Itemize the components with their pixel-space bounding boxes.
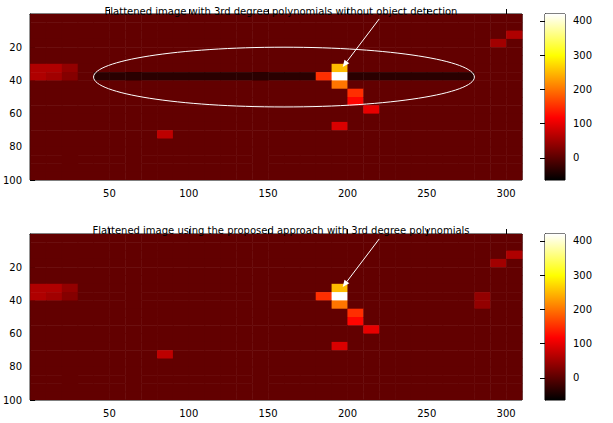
svg-text:0: 0 — [573, 152, 579, 163]
svg-text:20: 20 — [9, 42, 22, 53]
svg-text:150: 150 — [259, 188, 278, 199]
svg-text:100: 100 — [179, 188, 198, 199]
svg-text:100: 100 — [179, 408, 198, 419]
svg-text:60: 60 — [9, 328, 22, 339]
svg-text:150: 150 — [259, 408, 278, 419]
svg-text:100: 100 — [573, 118, 592, 129]
svg-text:60: 60 — [9, 108, 22, 119]
svg-text:200: 200 — [338, 188, 357, 199]
svg-text:40: 40 — [9, 295, 22, 306]
svg-text:300: 300 — [573, 50, 592, 61]
svg-text:0: 0 — [573, 372, 579, 383]
svg-text:50: 50 — [103, 408, 116, 419]
svg-text:Flattened image using the prop: Flattened image using the proposed appro… — [92, 225, 469, 236]
svg-text:80: 80 — [9, 141, 22, 152]
svg-text:100: 100 — [573, 338, 592, 349]
svg-text:200: 200 — [573, 304, 592, 315]
svg-text:50: 50 — [103, 188, 116, 199]
svg-text:Flattened image with 3rd degre: Flattened image with 3rd degree polynomi… — [105, 6, 458, 17]
svg-text:200: 200 — [573, 84, 592, 95]
svg-text:250: 250 — [417, 188, 436, 199]
svg-text:300: 300 — [497, 188, 516, 199]
svg-text:80: 80 — [9, 361, 22, 372]
svg-text:20: 20 — [9, 262, 22, 273]
svg-text:400: 400 — [573, 235, 592, 246]
svg-text:200: 200 — [338, 408, 357, 419]
svg-text:100: 100 — [3, 175, 22, 186]
svg-text:250: 250 — [417, 408, 436, 419]
svg-text:300: 300 — [497, 408, 516, 419]
svg-text:40: 40 — [9, 75, 22, 86]
svg-text:100: 100 — [3, 395, 22, 406]
svg-text:300: 300 — [573, 270, 592, 281]
svg-text:400: 400 — [573, 15, 592, 26]
